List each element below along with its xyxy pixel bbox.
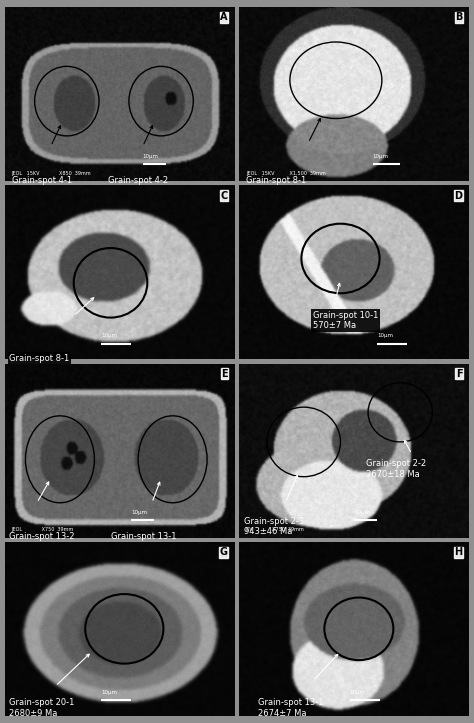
Text: Grain-spot 2-2
2670±18 Ma: Grain-spot 2-2 2670±18 Ma [366, 459, 426, 479]
Text: F: F [456, 369, 462, 379]
Text: Grain-spot 10-1
570±7 Ma: Grain-spot 10-1 570±7 Ma [313, 311, 378, 330]
Text: Grain-spot 13-1
2372±9 Ma: Grain-spot 13-1 2372±9 Ma [110, 532, 176, 552]
Text: Grain-spot 8-1
582±7 Ma: Grain-spot 8-1 582±7 Ma [9, 354, 70, 374]
Text: B: B [455, 12, 462, 22]
Text: E: E [221, 369, 228, 379]
Text: KV             X750  39mm: KV X750 39mm [246, 527, 304, 532]
Text: Grain-spot 2-3
943±46 Ma: Grain-spot 2-3 943±46 Ma [244, 517, 304, 536]
Text: JEOL   15KV          X1,500  39mm: JEOL 15KV X1,500 39mm [246, 171, 326, 176]
Text: G: G [220, 547, 228, 557]
Text: 10μm: 10μm [101, 690, 118, 695]
Text: Grain-spot 13-1
2674±7 Ma: Grain-spot 13-1 2674±7 Ma [258, 698, 323, 718]
Text: Grain-spot 13-2
591±7 Ma: Grain-spot 13-2 591±7 Ma [9, 532, 75, 552]
Text: Grain-spot 4-2
588±10 Ma: Grain-spot 4-2 588±10 Ma [108, 176, 168, 195]
Text: C: C [220, 191, 228, 201]
Text: 10μm: 10μm [377, 333, 393, 338]
Text: Grain-spot 20-1
2680±9 Ma: Grain-spot 20-1 2680±9 Ma [9, 698, 75, 718]
Text: 10μm: 10μm [350, 690, 365, 695]
Text: A: A [220, 12, 228, 22]
Text: 10μm: 10μm [354, 510, 370, 515]
Text: 10μm: 10μm [131, 510, 147, 515]
Text: 10μm: 10μm [143, 153, 159, 158]
Text: D: D [455, 191, 462, 201]
Text: H: H [454, 547, 462, 557]
Text: 10μm: 10μm [101, 333, 118, 338]
Text: JEOL   15KV             X850  39mm: JEOL 15KV X850 39mm [12, 171, 91, 176]
Text: JEOL             X750  39mm: JEOL X750 39mm [12, 527, 74, 532]
Text: 10μm: 10μm [373, 153, 389, 158]
Text: Grain-spot 4-1
590±6 Ma: Grain-spot 4-1 590±6 Ma [12, 176, 72, 195]
Text: Grain-spot 8-1
605±9 Ma: Grain-spot 8-1 605±9 Ma [246, 176, 307, 195]
